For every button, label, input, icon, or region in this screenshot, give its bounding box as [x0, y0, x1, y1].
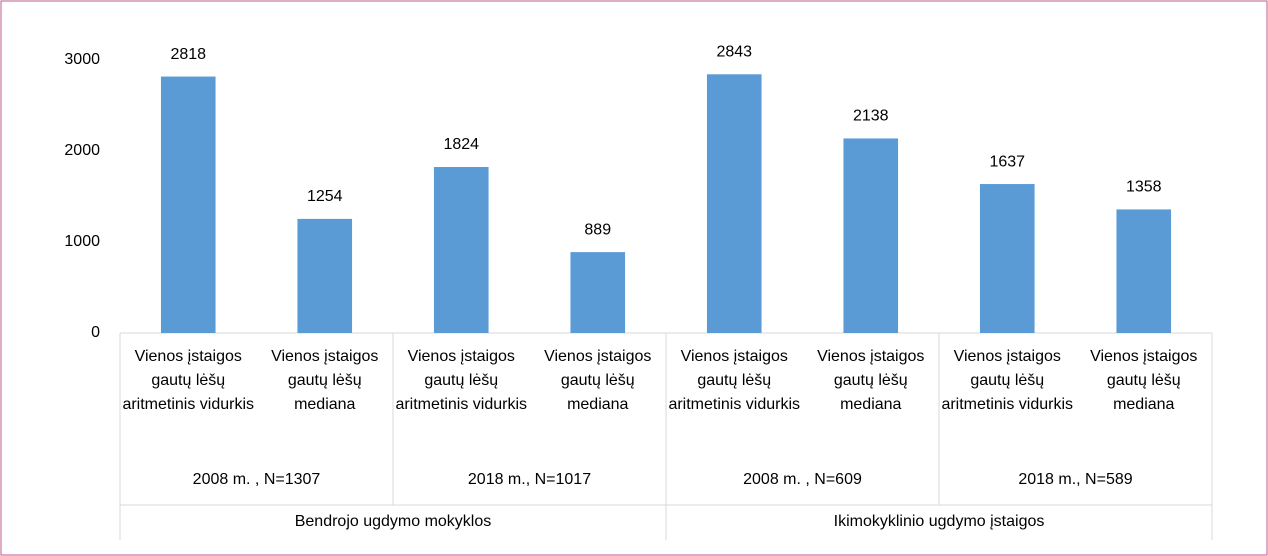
subgroup-label: 2018 m., N=1017: [467, 471, 592, 488]
x-tick-label: Vienos įstaigos gautų lėšų aritmetinis v…: [668, 348, 801, 413]
bar: [433, 167, 489, 333]
data-label: 1637: [989, 153, 1025, 170]
y-tick-label: 0: [91, 324, 100, 341]
x-tick-label: Vienos įstaigos gautų lėšų mediana: [1090, 348, 1198, 413]
bar: [160, 76, 216, 333]
y-tick-label: 2000: [64, 142, 100, 159]
data-label: 1254: [307, 188, 343, 205]
x-tick-label: Vienos įstaigos gautų lėšų mediana: [817, 348, 925, 413]
bar: [843, 138, 899, 333]
bar: [706, 74, 762, 334]
subgroup-label: 2008 m. , N=1307: [192, 471, 321, 488]
data-label: 889: [584, 221, 611, 238]
bar: [1116, 209, 1172, 333]
bar: [297, 218, 353, 333]
x-tick-label: Vienos įstaigos gautų lėšų mediana: [271, 348, 379, 413]
data-label: 1358: [1126, 179, 1162, 196]
x-tick-label: Vienos įstaigos gautų lėšų aritmetinis v…: [941, 348, 1074, 413]
subgroup-label: 2008 m. , N=609: [743, 471, 862, 488]
x-tick-label: Vienos įstaigos gautų lėšų mediana: [544, 348, 652, 413]
data-label: 1824: [443, 136, 479, 153]
subgroup-label: 2018 m., N=589: [1018, 471, 1133, 488]
x-tick-label: Vienos įstaigos gautų lėšų aritmetinis v…: [395, 348, 528, 413]
data-label: 2818: [170, 46, 206, 63]
group-label: Ikimokyklinio ugdymo įstaigos: [833, 513, 1045, 530]
data-label: 2138: [853, 108, 889, 125]
group-label: Bendrojo ugdymo mokyklos: [294, 513, 492, 530]
bar: [570, 252, 626, 333]
y-tick-label: 1000: [64, 233, 100, 250]
y-tick-label: 3000: [64, 51, 100, 68]
bar: [979, 184, 1035, 333]
x-tick-label: Vienos įstaigos gautų lėšų aritmetinis v…: [122, 348, 255, 413]
data-label: 2843: [716, 44, 752, 61]
